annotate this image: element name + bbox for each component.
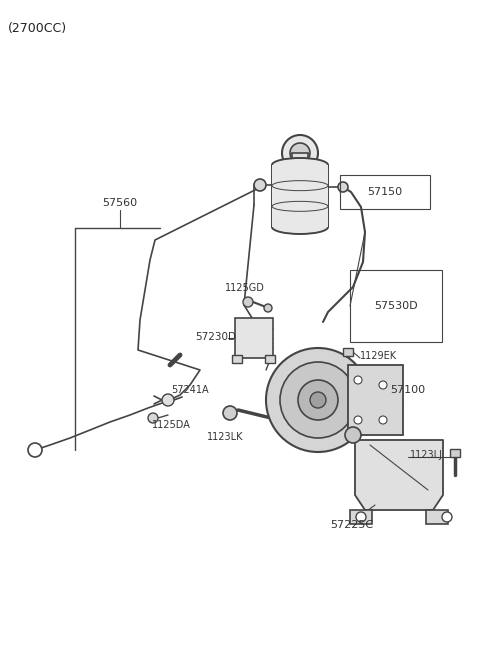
Circle shape <box>223 406 237 420</box>
Circle shape <box>254 179 266 191</box>
Bar <box>235 318 273 358</box>
Circle shape <box>442 512 452 522</box>
Circle shape <box>354 376 362 384</box>
Polygon shape <box>355 440 443 510</box>
Text: 1123LK: 1123LK <box>207 432 243 442</box>
Bar <box>272 165 328 227</box>
Circle shape <box>28 443 42 457</box>
Circle shape <box>338 182 348 192</box>
Circle shape <box>266 348 370 452</box>
Circle shape <box>298 380 338 420</box>
Circle shape <box>379 381 387 389</box>
Circle shape <box>280 362 356 438</box>
Text: 57230D: 57230D <box>195 332 236 342</box>
Circle shape <box>345 427 361 443</box>
Circle shape <box>282 135 318 171</box>
Bar <box>350 510 372 524</box>
Circle shape <box>264 304 272 312</box>
Text: 57241A: 57241A <box>171 385 209 395</box>
Text: 57225C: 57225C <box>330 520 373 530</box>
Circle shape <box>354 416 362 424</box>
Text: 1123LJ: 1123LJ <box>410 450 443 460</box>
Text: 1125DA: 1125DA <box>152 420 191 430</box>
Circle shape <box>379 416 387 424</box>
Circle shape <box>356 512 366 522</box>
Text: (2700CC): (2700CC) <box>8 22 67 35</box>
Text: 57560: 57560 <box>102 198 138 208</box>
Bar <box>265 355 275 363</box>
Ellipse shape <box>272 220 328 234</box>
Bar <box>232 355 242 363</box>
Text: 57150: 57150 <box>367 187 403 197</box>
Bar <box>348 365 403 435</box>
Circle shape <box>310 392 326 408</box>
Bar <box>450 449 460 457</box>
Circle shape <box>290 143 310 163</box>
Circle shape <box>148 413 158 423</box>
Ellipse shape <box>272 158 328 172</box>
Circle shape <box>162 394 174 406</box>
Bar <box>426 510 448 524</box>
Text: 1125GD: 1125GD <box>225 283 265 293</box>
Bar <box>343 348 353 356</box>
Text: 57100: 57100 <box>390 385 425 395</box>
Text: 1129EK: 1129EK <box>360 351 397 361</box>
Bar <box>350 270 442 342</box>
Text: 57530D: 57530D <box>374 301 418 311</box>
Bar <box>340 175 430 209</box>
Bar <box>292 153 308 165</box>
Circle shape <box>243 297 253 307</box>
